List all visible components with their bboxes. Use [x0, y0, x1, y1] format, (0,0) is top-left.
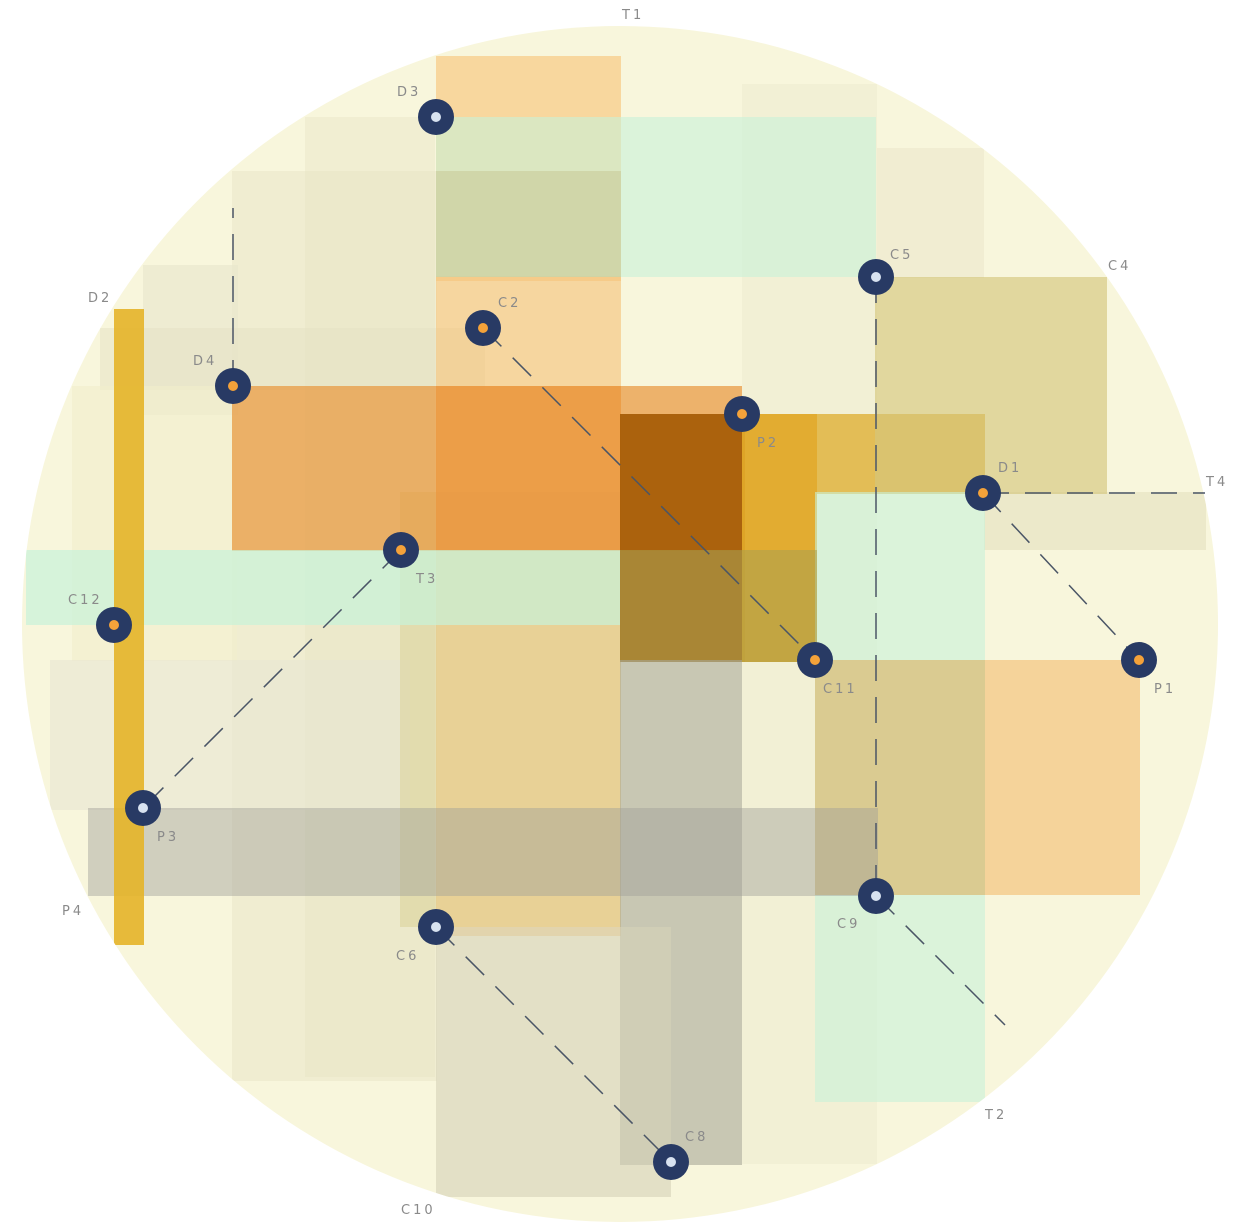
label-c5: C5 [890, 248, 913, 263]
label-d3: D3 [397, 85, 421, 100]
node-layer [96, 99, 1157, 1180]
connector-d1-p1 [982, 492, 1140, 661]
node-dot [1134, 655, 1144, 665]
region-rect [88, 808, 878, 896]
node-dot [737, 409, 747, 419]
region-rect [436, 386, 621, 551]
label-p2: P2 [757, 436, 779, 451]
region-rect [436, 117, 876, 277]
label-d1: D1 [998, 461, 1022, 476]
node-dot [871, 272, 881, 282]
region-rect [815, 660, 985, 895]
label-c11: C11 [823, 682, 858, 697]
node-dot [871, 891, 881, 901]
region-rect [436, 171, 621, 277]
label-c2: C2 [498, 296, 521, 311]
node-c2 [465, 310, 501, 346]
node-c6 [418, 909, 454, 945]
node-c11 [797, 642, 833, 678]
label-layer: T1 D3 C5 C4 D2 C2 D4 P2 D1 T4 T3 C12 C11… [62, 8, 1228, 1218]
label-d4: D4 [193, 354, 217, 369]
region-rect [232, 171, 437, 1081]
label-c10: C10 [401, 1203, 436, 1218]
label-t3: T3 [415, 572, 438, 587]
label-d2: D2 [88, 291, 112, 306]
node-p3 [125, 790, 161, 826]
node-p2 [724, 396, 760, 432]
node-c5 [858, 259, 894, 295]
node-dot [431, 922, 441, 932]
node-c8 [653, 1144, 689, 1180]
label-p1: P1 [1154, 682, 1176, 697]
node-dot [810, 655, 820, 665]
node-dot [978, 488, 988, 498]
label-c9: C9 [837, 917, 860, 932]
node-d1 [965, 475, 1001, 511]
node-dot [478, 323, 488, 333]
region-rect [50, 660, 410, 810]
node-dot [666, 1157, 676, 1167]
label-t4: T4 [1205, 475, 1228, 490]
node-dot [396, 545, 406, 555]
region-rect [984, 492, 1206, 550]
region-rect [877, 148, 984, 278]
label-t2: T2 [984, 1108, 1007, 1123]
node-p1 [1121, 642, 1157, 678]
connector-t3-p3 [142, 549, 402, 809]
label-p4: P4 [62, 904, 84, 919]
region-rect [875, 277, 1107, 494]
region-rect [620, 550, 817, 662]
label-p3: P3 [157, 830, 179, 845]
node-dot [431, 112, 441, 122]
node-c9 [858, 878, 894, 914]
region-rect [436, 927, 671, 1197]
node-dot [228, 381, 238, 391]
connector-c6-c8 [435, 926, 672, 1163]
node-dot [138, 803, 148, 813]
region-rect [100, 328, 485, 390]
node-t3 [383, 532, 419, 568]
node-d4 [215, 368, 251, 404]
node-dot [109, 620, 119, 630]
label-c6: C6 [396, 949, 419, 964]
node-c12 [96, 607, 132, 643]
connector-c9-t2 [875, 895, 1006, 1026]
node-d3 [418, 99, 454, 135]
rectangle-layer [26, 56, 1206, 1197]
label-t1: T1 [621, 8, 644, 23]
label-c8: C8 [685, 1130, 708, 1145]
label-c4: C4 [1108, 259, 1131, 274]
label-c12: C12 [68, 593, 103, 608]
connector-c2-c11 [482, 327, 816, 661]
connector-layer [142, 208, 1205, 1163]
